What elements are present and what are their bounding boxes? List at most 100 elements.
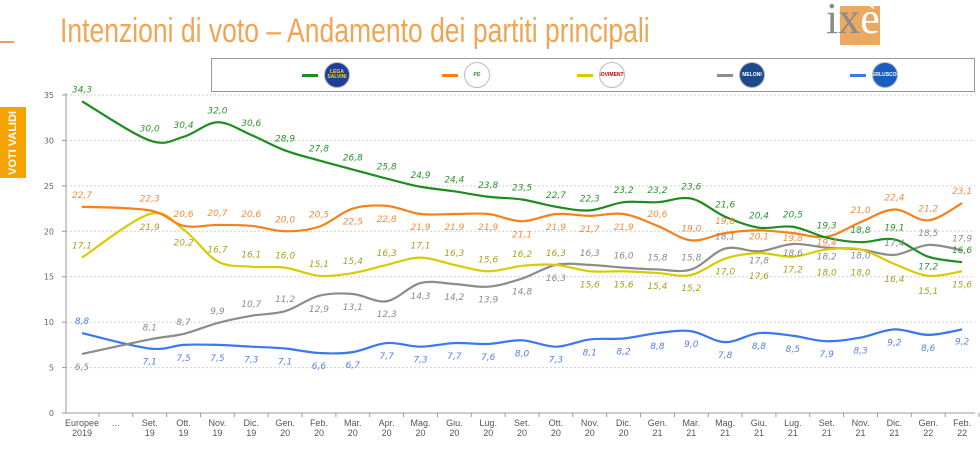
data-label-pd: 22,4: [884, 193, 904, 203]
data-label-m5s: 20,2: [174, 238, 194, 248]
data-label-lega: 18,8: [851, 226, 871, 236]
x-tick-label: 20: [280, 428, 290, 438]
data-label-pd: 20,6: [241, 210, 261, 220]
data-label-m5s: 15,6: [478, 255, 498, 265]
side-label: VOTI VALIDI: [0, 107, 26, 178]
data-label-fi: 7,8: [718, 351, 733, 361]
data-label-fi: 7,7: [447, 352, 462, 362]
data-label-fi: 7,1: [278, 357, 292, 367]
data-label-pd: 19,8: [783, 234, 803, 244]
data-label-m5s: 15,6: [614, 280, 634, 290]
data-label-lega: 23,8: [478, 181, 498, 191]
data-label-fdi: 13,1: [343, 303, 363, 313]
x-tick-label: Dic.: [616, 418, 632, 428]
x-tick-label: 22: [923, 428, 933, 438]
data-label-lega: 30,6: [241, 119, 261, 129]
x-tick-label: Ott.: [176, 418, 191, 428]
x-tick-label: 19: [212, 428, 222, 438]
data-label-pd: 20,1: [749, 232, 769, 242]
data-label-pd: 19,4: [817, 239, 837, 249]
data-label-m5s: 15,2: [681, 284, 701, 294]
data-label-fdi: 8,7: [176, 318, 191, 328]
x-tick-label: 19: [179, 428, 189, 438]
data-label-lega: 32,0: [207, 106, 227, 116]
x-tick-label: Europee: [65, 418, 99, 428]
x-tick-label: 20: [382, 428, 392, 438]
data-label-fi: 8,5: [786, 345, 801, 355]
x-tick-label: Feb.: [310, 418, 328, 428]
data-label-m5s: 16,1: [241, 251, 261, 261]
y-tick-label: 5: [49, 364, 54, 373]
data-label-pd: 22,3: [140, 194, 160, 204]
data-label-fdi: 18,2: [817, 253, 837, 263]
x-tick-label: Dic.: [244, 418, 260, 428]
data-label-lega: 24,9: [410, 171, 430, 181]
x-tick-label: 19: [246, 428, 256, 438]
x-tick-label: Lug.: [479, 418, 497, 428]
legend-swatch: [717, 74, 733, 77]
data-label-fi: 7,3: [244, 356, 259, 366]
data-label-pd: 20,6: [647, 210, 667, 220]
x-tick-label: Giu.: [446, 418, 463, 428]
data-label-pd: 21,7: [580, 225, 600, 235]
y-tick-label: 25: [44, 182, 54, 191]
x-tick-label: 21: [889, 428, 899, 438]
data-label-pd: 19,8: [715, 217, 735, 227]
data-label-m5s: 16,0: [275, 252, 295, 262]
data-label-m5s: 16,7: [207, 245, 227, 255]
data-label-m5s: 15,1: [918, 287, 938, 297]
data-label-fdi: 17,8: [749, 256, 769, 266]
data-label-fi: 9,0: [684, 340, 699, 350]
x-tick-label: Gen.: [918, 418, 938, 428]
data-label-pd: 21,2: [918, 204, 938, 214]
x-tick-label: 20: [551, 428, 561, 438]
x-tick-label: 20: [619, 428, 629, 438]
x-tick-label: Set.: [514, 418, 530, 428]
data-label-fi: 6,7: [346, 361, 361, 371]
x-tick-label: 20: [415, 428, 425, 438]
data-label-fi: 7,9: [820, 350, 835, 360]
x-tick-label: 22: [957, 428, 967, 438]
x-tick-label: Apr.: [379, 418, 395, 428]
data-label-m5s: 16,3: [377, 249, 397, 259]
data-label-pd: 20,6: [174, 210, 194, 220]
x-tick-label: Feb.: [953, 418, 971, 428]
x-tick-label: 19: [145, 428, 155, 438]
data-label-lega: 19,1: [884, 223, 904, 233]
legend-swatch: [577, 74, 593, 77]
data-label-pd: 22,7: [72, 191, 92, 201]
party-logo-pd: PD: [464, 62, 490, 88]
y-tick-label: 15: [44, 273, 54, 282]
x-tick-label: Gen.: [275, 418, 295, 428]
data-label-m5s: 17,0: [715, 268, 735, 278]
data-label-lega: 34,3: [72, 85, 92, 95]
data-label-fdi: 15,8: [647, 253, 667, 263]
x-tick-label: Mar.: [344, 418, 362, 428]
data-label-fdi: 15,8: [681, 253, 701, 263]
data-label-fi: 7,6: [481, 353, 496, 363]
data-label-m5s: 15,6: [952, 280, 972, 290]
x-tick-label: Ott.: [549, 418, 564, 428]
data-label-m5s: 15,6: [580, 280, 600, 290]
data-label-fi: 7,5: [176, 354, 191, 364]
x-tick-label: Gen.: [648, 418, 668, 428]
x-tick-label: Set.: [142, 418, 158, 428]
x-tick-label: …: [111, 418, 120, 428]
data-label-fdi: 17,4: [884, 239, 904, 249]
x-tick-label: Mag.: [715, 418, 735, 428]
data-label-m5s: 16,3: [444, 249, 464, 259]
data-label-fi: 7,7: [379, 352, 394, 362]
x-tick-label: 20: [517, 428, 527, 438]
ixe-logo: ixè: [826, 0, 880, 45]
data-label-lega: 20,5: [783, 211, 803, 221]
legend-swatch: [302, 74, 318, 77]
party-logo-lega: LEGA SALVINI: [324, 62, 350, 88]
data-label-lega: 19,3: [817, 222, 837, 232]
x-tick-label: 21: [754, 428, 764, 438]
x-tick-label: Dic.: [887, 418, 903, 428]
data-label-pd: 20,7: [207, 209, 227, 219]
data-label-pd: 21,0: [851, 206, 871, 216]
data-label-pd: 21,9: [546, 223, 566, 233]
data-label-lega: 22,7: [546, 191, 566, 201]
